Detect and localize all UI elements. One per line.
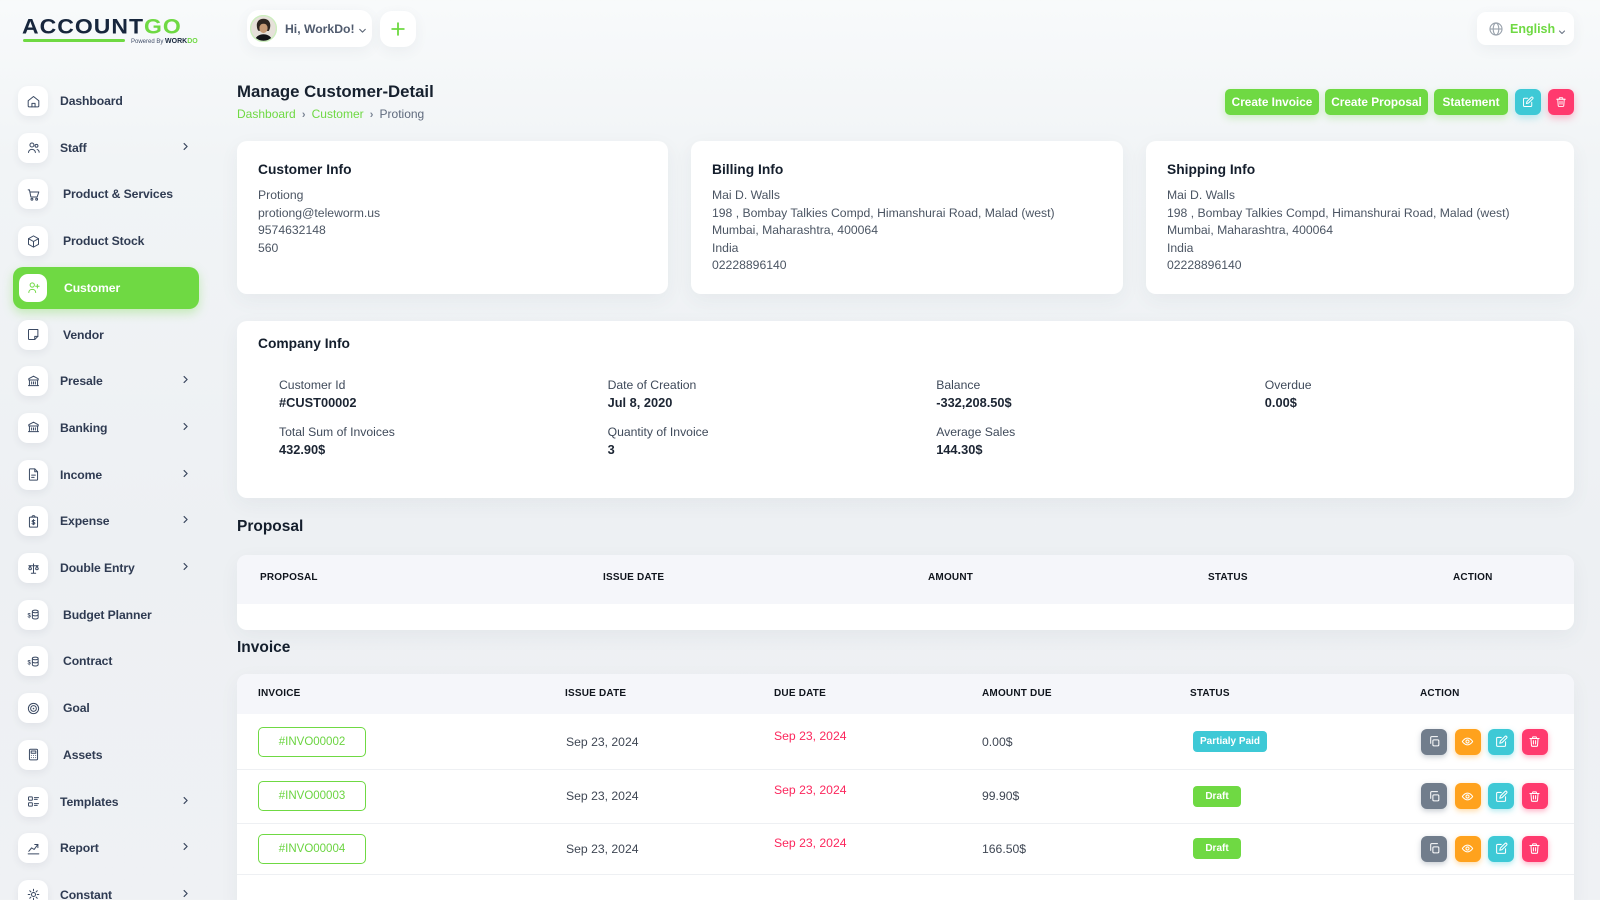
svg-text:$: $ — [27, 660, 31, 666]
svg-text:$: $ — [27, 614, 31, 620]
